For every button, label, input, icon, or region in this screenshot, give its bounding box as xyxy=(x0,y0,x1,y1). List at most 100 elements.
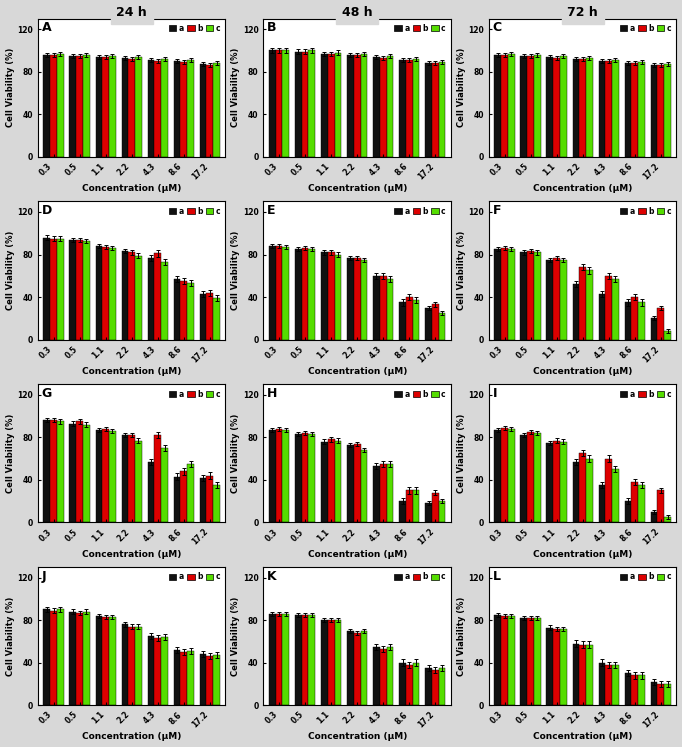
Y-axis label: Cell Viability (%): Cell Viability (%) xyxy=(456,231,466,310)
X-axis label: Concentration (μM): Concentration (μM) xyxy=(82,733,181,742)
Bar xyxy=(83,55,90,157)
Bar xyxy=(282,614,289,705)
Bar xyxy=(135,627,142,705)
Bar xyxy=(508,616,515,705)
Bar xyxy=(361,260,368,340)
Bar xyxy=(534,618,541,705)
Bar xyxy=(599,61,606,157)
Bar xyxy=(425,668,432,705)
Text: C: C xyxy=(492,22,502,34)
Bar xyxy=(276,246,282,340)
Y-axis label: Cell Viability (%): Cell Viability (%) xyxy=(5,48,14,127)
Bar xyxy=(95,246,102,340)
Text: F: F xyxy=(492,204,501,217)
Bar xyxy=(380,58,387,157)
Bar xyxy=(161,262,168,340)
Bar xyxy=(508,54,515,157)
Title: 72 h: 72 h xyxy=(567,5,598,19)
Bar xyxy=(76,613,83,705)
Bar xyxy=(520,618,527,705)
Bar xyxy=(308,434,315,522)
Bar xyxy=(546,443,553,522)
Bar xyxy=(508,429,515,522)
Bar xyxy=(95,57,102,157)
Legend: a, b, c: a, b, c xyxy=(167,571,222,583)
Legend: a, b, c: a, b, c xyxy=(619,205,672,217)
Bar xyxy=(432,670,439,705)
Bar xyxy=(520,252,527,340)
Bar xyxy=(135,57,142,157)
Bar xyxy=(599,485,606,522)
Bar xyxy=(501,55,508,157)
Bar xyxy=(207,293,213,340)
Y-axis label: Cell Viability (%): Cell Viability (%) xyxy=(5,596,14,676)
X-axis label: Concentration (μM): Concentration (μM) xyxy=(308,184,407,193)
Bar xyxy=(50,55,57,157)
Bar xyxy=(546,57,553,157)
Bar xyxy=(121,436,128,522)
Bar xyxy=(128,59,135,157)
Bar xyxy=(161,59,168,157)
Bar xyxy=(572,285,579,340)
Bar xyxy=(387,279,394,340)
Bar xyxy=(361,54,368,157)
Bar xyxy=(301,615,308,705)
Text: B: B xyxy=(267,22,277,34)
Bar xyxy=(269,51,276,157)
Bar xyxy=(174,650,181,705)
Bar xyxy=(181,652,187,705)
X-axis label: Concentration (μM): Concentration (μM) xyxy=(533,367,632,376)
Bar xyxy=(354,55,361,157)
Bar xyxy=(638,62,645,157)
Bar xyxy=(328,620,335,705)
Legend: a, b, c: a, b, c xyxy=(167,388,222,400)
Bar xyxy=(432,63,439,157)
X-axis label: Concentration (μM): Concentration (μM) xyxy=(308,733,407,742)
Bar xyxy=(321,54,328,157)
Bar xyxy=(373,647,380,705)
Bar xyxy=(147,60,154,157)
Bar xyxy=(399,663,406,705)
Bar xyxy=(439,62,445,157)
Bar xyxy=(494,430,501,522)
Text: G: G xyxy=(42,387,52,400)
Bar xyxy=(399,303,406,340)
Bar xyxy=(354,258,361,340)
Bar xyxy=(439,668,445,705)
Bar xyxy=(625,673,632,705)
Legend: a, b, c: a, b, c xyxy=(393,388,447,400)
Bar xyxy=(282,430,289,522)
Bar xyxy=(494,55,501,157)
X-axis label: Concentration (μM): Concentration (μM) xyxy=(308,367,407,376)
Bar xyxy=(76,56,83,157)
Bar xyxy=(586,459,593,522)
X-axis label: Concentration (μM): Concentration (μM) xyxy=(82,367,181,376)
Bar xyxy=(321,620,328,705)
Bar xyxy=(269,614,276,705)
Bar xyxy=(102,247,109,340)
Text: D: D xyxy=(42,204,52,217)
Bar xyxy=(664,684,671,705)
Bar xyxy=(413,300,419,340)
Bar xyxy=(44,421,50,522)
Bar xyxy=(347,630,354,705)
Bar xyxy=(154,253,161,340)
Bar xyxy=(527,432,534,522)
Bar xyxy=(102,617,109,705)
Text: A: A xyxy=(42,22,51,34)
Bar xyxy=(207,657,213,705)
Bar xyxy=(413,59,419,157)
Bar xyxy=(57,610,63,705)
Bar xyxy=(638,303,645,340)
Bar xyxy=(121,251,128,340)
Bar xyxy=(276,614,282,705)
Bar xyxy=(373,57,380,157)
Bar xyxy=(354,444,361,522)
Bar xyxy=(147,636,154,705)
Bar xyxy=(187,651,194,705)
Bar xyxy=(606,459,612,522)
Legend: a, b, c: a, b, c xyxy=(167,205,222,217)
Bar xyxy=(439,313,445,340)
Bar xyxy=(147,258,154,340)
Bar xyxy=(154,436,161,522)
